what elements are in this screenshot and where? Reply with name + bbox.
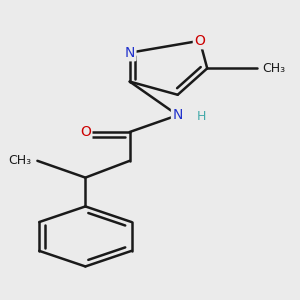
Text: N: N (124, 46, 135, 60)
Text: N: N (172, 108, 183, 122)
Text: O: O (194, 34, 205, 48)
Text: CH₃: CH₃ (8, 154, 32, 167)
Text: O: O (80, 125, 91, 139)
Text: H: H (197, 110, 206, 123)
Text: CH₃: CH₃ (262, 62, 286, 75)
